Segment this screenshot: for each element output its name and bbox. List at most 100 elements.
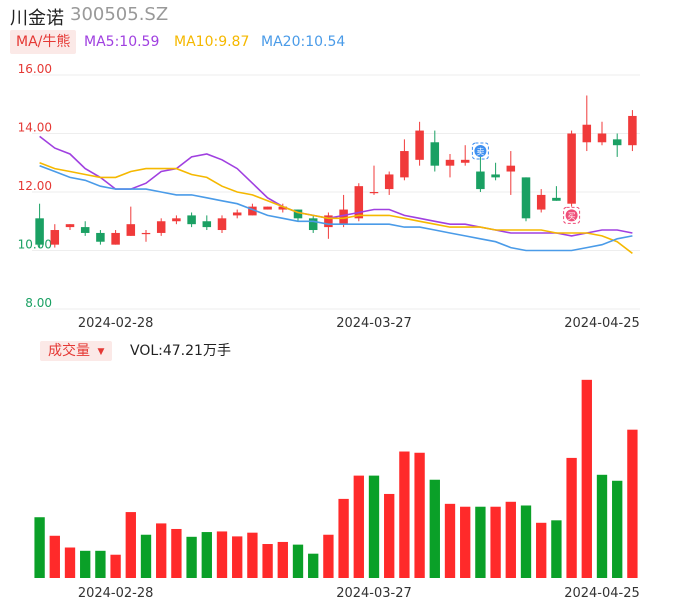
volume-bar <box>140 534 152 578</box>
volume-bar <box>612 480 623 578</box>
volume-bar <box>34 517 45 578</box>
volume-bar <box>156 523 167 578</box>
candle-body <box>278 206 288 210</box>
sell-signal-marker[interactable]: 卖 <box>471 142 489 160</box>
volume-x-tick-label: 2024-03-27 <box>336 586 412 601</box>
svg-text:买: 买 <box>568 212 576 221</box>
volume-bar <box>460 506 471 578</box>
volume-bar <box>201 532 212 578</box>
volume-value: VOL:47.21万手 <box>130 343 231 359</box>
volume-bar <box>95 550 106 578</box>
candle-body <box>308 218 318 231</box>
candle-body <box>248 206 257 216</box>
volume-bar <box>566 457 577 578</box>
svg-text:卖: 卖 <box>476 148 484 157</box>
volume-bar <box>323 534 334 578</box>
ma5-line <box>39 135 633 237</box>
ma10-line <box>39 162 633 255</box>
candle-body <box>460 159 470 163</box>
price-x-tick-label: 2024-03-27 <box>336 316 412 330</box>
volume-bar <box>505 501 516 578</box>
volume-bar <box>490 506 501 578</box>
candle-body <box>445 159 455 166</box>
volume-bar <box>277 541 288 578</box>
volume-bar <box>80 550 91 578</box>
volume-bar <box>110 554 121 578</box>
stock-code: 300505.SZ <box>70 4 169 25</box>
volume-bar <box>444 503 456 578</box>
volume-bar <box>262 544 273 578</box>
candle-body <box>232 212 242 216</box>
candle-body <box>293 209 303 219</box>
volume-bar <box>399 451 410 578</box>
volume-bar <box>292 544 304 578</box>
volume-bar <box>232 536 243 578</box>
candle-body <box>567 133 576 204</box>
candle-body <box>187 215 196 225</box>
candle-body <box>217 218 227 231</box>
candle-body <box>536 194 546 210</box>
price-y-tick-label: 8.00 <box>25 296 52 310</box>
volume-bar <box>384 493 395 578</box>
candle-body <box>552 197 561 201</box>
volume-bar <box>551 520 562 578</box>
candle-body <box>202 221 212 228</box>
buy-signal-marker[interactable]: 买 <box>563 206 581 224</box>
volume-bar <box>308 553 319 578</box>
volume-bar <box>596 474 608 578</box>
candle-body <box>415 130 424 160</box>
price-y-tick-label: 12.00 <box>18 179 52 193</box>
volume-bar <box>247 532 258 578</box>
volume-bar <box>125 512 136 578</box>
volume-indicator-selector[interactable]: 成交量 ▼ <box>40 341 113 361</box>
candle-body <box>400 151 409 178</box>
candle-body <box>172 218 181 222</box>
volume-bar <box>216 531 228 578</box>
candle-body <box>491 174 500 178</box>
candle-body <box>339 209 348 225</box>
ma5-legend: MA5:10.59 <box>84 34 160 50</box>
volume-bar <box>536 522 547 578</box>
candle-body <box>369 192 379 194</box>
candle-body <box>65 224 75 228</box>
price-y-tick-label: 14.00 <box>18 121 52 135</box>
ma20-line <box>39 164 633 252</box>
candle-body <box>628 115 637 146</box>
candle-body <box>521 177 531 219</box>
ma10-legend: MA10:9.87 <box>174 34 250 50</box>
volume-x-tick-label: 2024-04-25 <box>564 586 640 601</box>
ma-indicator-selector[interactable]: MA/牛熊 <box>10 30 77 54</box>
candle-body <box>126 224 136 236</box>
volume-bar <box>627 429 638 578</box>
candle-body <box>430 142 440 166</box>
volume-bar <box>414 452 425 578</box>
candle-body <box>96 232 105 242</box>
volume-bar <box>171 528 182 578</box>
volume-bar <box>581 379 592 578</box>
candle-body <box>141 232 151 235</box>
price-x-tick-label: 2024-02-28 <box>78 316 154 330</box>
volume-bar <box>475 506 486 578</box>
candle-body <box>156 221 166 233</box>
candle-body <box>35 218 44 245</box>
price-x-tick-label: 2024-04-25 <box>564 316 640 330</box>
volume-bar <box>520 505 532 578</box>
candle-body <box>263 206 272 210</box>
volume-bar <box>64 547 76 578</box>
caret-down-icon: ▼ <box>97 347 105 357</box>
candle-body <box>324 215 333 228</box>
volume-bar <box>186 536 197 578</box>
volume-bar <box>353 475 364 578</box>
stock-name: 川金诺 <box>10 8 64 29</box>
candle-body <box>582 124 592 143</box>
candle-body <box>506 165 516 172</box>
candle-body <box>111 232 120 245</box>
volume-bar <box>368 475 380 578</box>
candle-body <box>384 174 394 190</box>
candle-body <box>476 171 485 190</box>
candle-body <box>80 227 90 233</box>
candle-body <box>612 139 622 146</box>
volume-bar <box>429 479 440 578</box>
